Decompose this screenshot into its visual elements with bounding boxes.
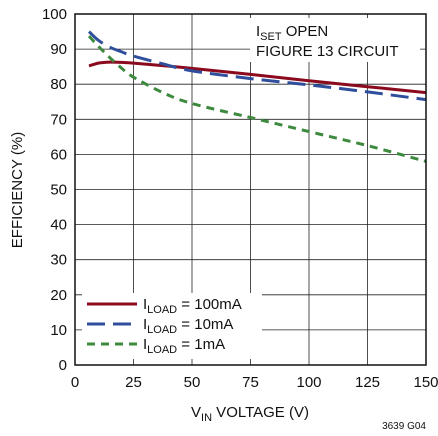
series-line-2 <box>87 30 427 102</box>
annotation-line-2: FIGURE 13 CIRCUIT <box>256 43 399 60</box>
y-tick-label: 60 <box>50 146 67 163</box>
y-axis-label: EFFICIENCY (%) <box>9 132 26 248</box>
x-tick-label: 0 <box>71 374 79 391</box>
plot-frame <box>74 13 427 366</box>
y-tick-label: 90 <box>50 41 67 58</box>
y-tick-label: 20 <box>50 287 67 304</box>
y-tick-label: 0 <box>59 357 67 374</box>
grid <box>75 14 426 365</box>
figure-id: 3639 G04 <box>382 421 426 432</box>
y-tick-label: 50 <box>50 182 67 199</box>
legend-label-1: ILOAD = 100mA <box>143 296 242 316</box>
legend-label-2: ILOAD = 10mA <box>143 316 233 336</box>
x-axis-label: VIN VOLTAGE (V) <box>191 404 309 424</box>
y-tick-label: 40 <box>50 217 67 234</box>
series-line-1 <box>88 60 427 95</box>
x-tick-label: 150 <box>413 374 438 391</box>
x-tick-label: 125 <box>355 374 380 391</box>
x-tick-label: 50 <box>184 374 201 391</box>
annotation-line-1: ISET OPEN <box>256 23 328 43</box>
y-tick-label: 10 <box>50 322 67 339</box>
x-tick-label: 25 <box>125 374 142 391</box>
legend-label-3: ILOAD = 1mA <box>143 336 225 356</box>
series-lines <box>87 30 427 163</box>
annotation-background <box>250 18 420 62</box>
y-tick-label: 100 <box>42 6 67 23</box>
y-tick-label: 80 <box>50 76 67 93</box>
y-tick-label: 30 <box>50 252 67 269</box>
y-tick-label: 70 <box>50 111 67 128</box>
x-tick-label: 100 <box>296 374 321 391</box>
y-ticks: 0 10 20 30 40 50 60 70 80 90 100 <box>42 6 67 374</box>
x-tick-label: 75 <box>242 374 259 391</box>
x-ticks: 0 25 50 75 100 125 150 <box>71 374 438 391</box>
